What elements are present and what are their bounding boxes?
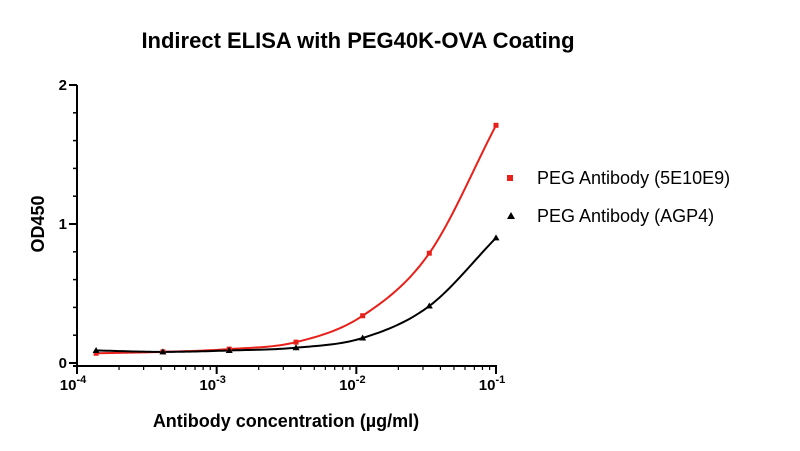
fit-curve-1 (96, 124, 497, 355)
y-tick-label: 0 (59, 355, 67, 372)
data-point (225, 346, 233, 353)
legend: PEG Antibody (5E10E9) PEG Antibody (AGP4) (507, 168, 730, 226)
fit-curves (96, 124, 497, 355)
legend-label: PEG Antibody (5E10E9) (537, 168, 730, 188)
data-point (425, 302, 433, 309)
data-point (493, 122, 499, 128)
x-tick-label: 10-3 (199, 374, 225, 394)
y-tick-label: 1 (59, 216, 67, 233)
axes (73, 85, 497, 367)
legend-marker (507, 175, 513, 181)
x-tick-label: 10-2 (339, 374, 365, 394)
data-points (92, 122, 500, 356)
ticks: 0 1 2 10-4 10-3 10-2 10-1 (59, 77, 506, 394)
x-tick-label: 10-4 (60, 374, 87, 394)
data-point (292, 344, 300, 351)
data-point (359, 334, 367, 341)
data-point (293, 339, 299, 345)
legend-entry: PEG Antibody (5E10E9) (507, 168, 730, 188)
data-point (360, 313, 366, 319)
legend-marker (507, 212, 515, 219)
chart-title: Indirect ELISA with PEG40K-OVA Coating (141, 28, 574, 53)
x-axis-label: Antibody concentration (µg/ml) (153, 411, 419, 431)
data-point (426, 250, 432, 256)
x-tick-label: 10-1 (479, 374, 505, 394)
fit-curve-2 (96, 237, 497, 353)
legend-entry: PEG Antibody (AGP4) (507, 206, 714, 226)
data-point (159, 348, 167, 355)
y-tick-label: 2 (59, 77, 67, 94)
data-point (492, 234, 500, 241)
data-point (93, 350, 99, 356)
y-axis-label: OD450 (28, 195, 48, 252)
legend-label: PEG Antibody (AGP4) (537, 206, 714, 226)
data-point (92, 346, 100, 353)
